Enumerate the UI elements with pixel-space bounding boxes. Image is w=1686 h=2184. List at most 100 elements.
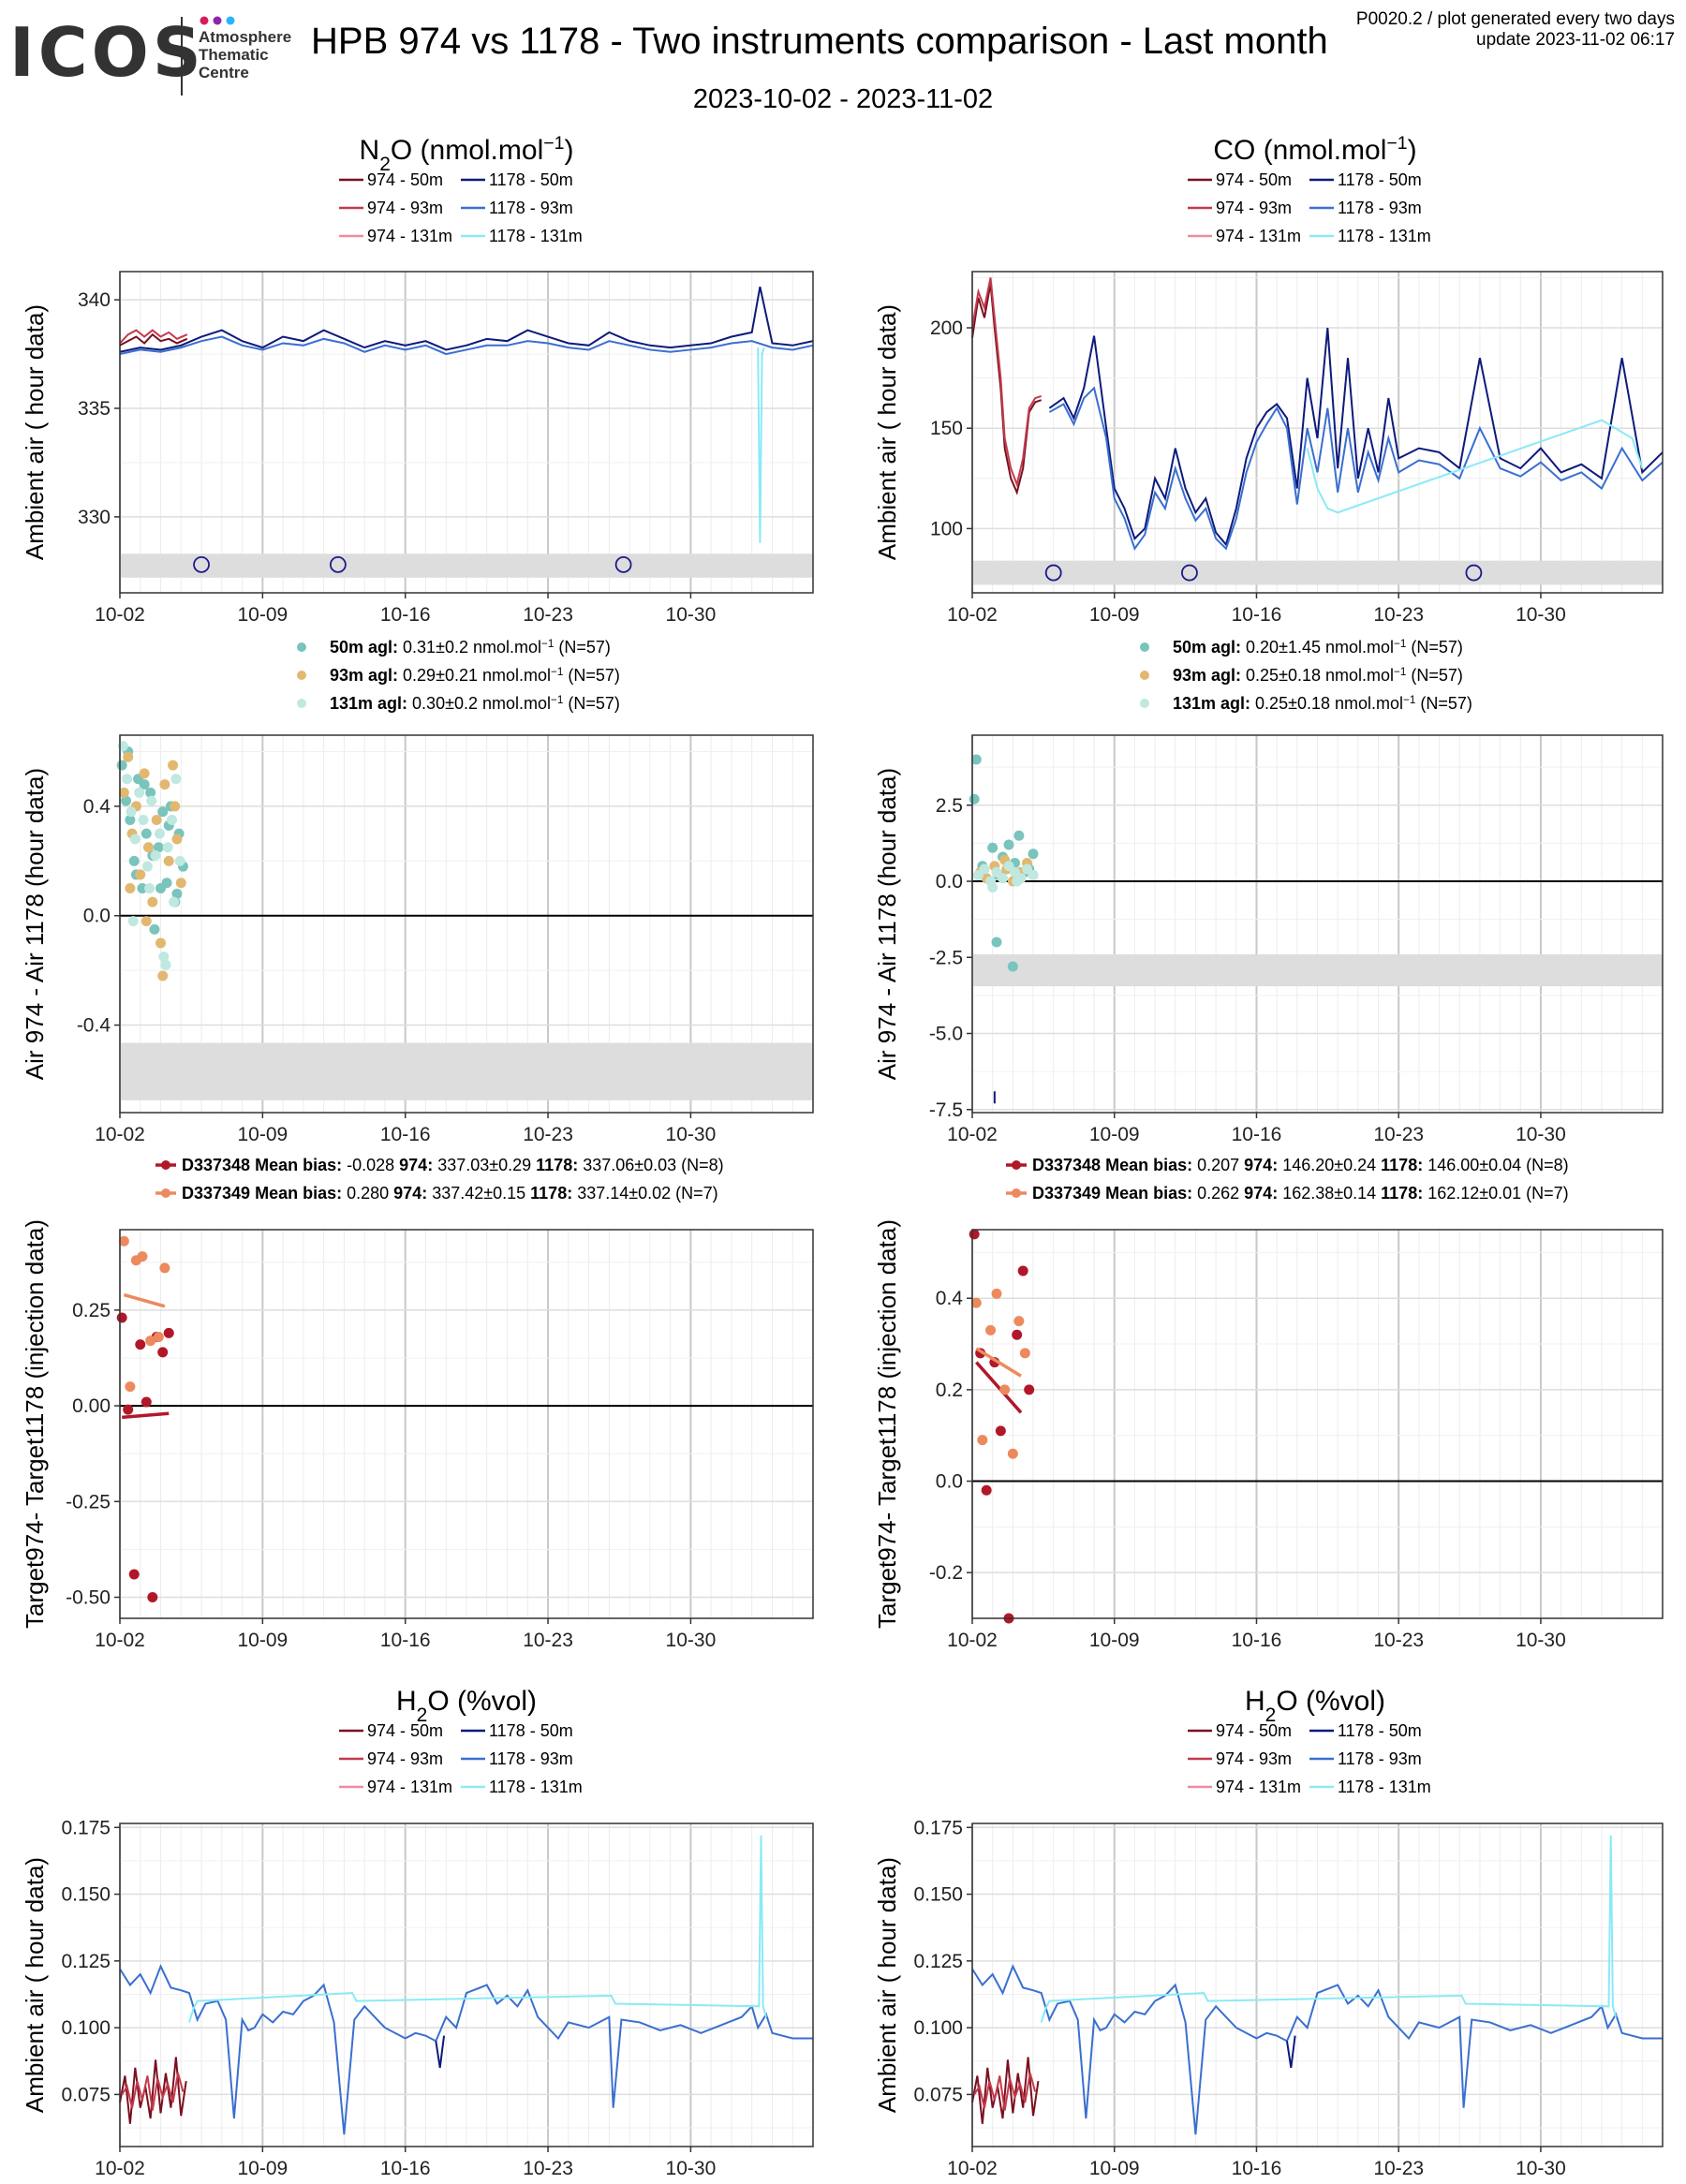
- x-tick-label: 10-02: [95, 1124, 145, 1145]
- y-tick-label: 200: [930, 317, 963, 339]
- n2o_target-panel: -0.50 -0.25 0.00 0.25 10-02 10-09 10-16 10-23 10…: [21, 1219, 814, 1651]
- x-tick-label: 10-09: [237, 604, 288, 626]
- y-tick-label: -0.50: [66, 1587, 111, 1609]
- target-stat-entry-part: D337349: [182, 1184, 255, 1203]
- plot-frame: [971, 734, 1664, 1114]
- series-line: [971, 1963, 1663, 2135]
- n2o-section-title-part: N: [360, 135, 380, 166]
- logo-subtitle: Atmosphere Thematic Centre: [199, 28, 292, 81]
- target-stat-entry-part: Mean bias:: [255, 1156, 347, 1174]
- data-point: [1007, 961, 1018, 972]
- x-tick-label: 10-30: [1516, 604, 1566, 626]
- target-stat-entry-part: 0.262: [1197, 1184, 1244, 1203]
- h2o-section-title-right: H2O (%vol): [1245, 1686, 1385, 1726]
- legend-swatch: [1140, 671, 1149, 680]
- data-point: [150, 849, 161, 861]
- data-point: [145, 787, 156, 798]
- h2o-section-title-right-part: H: [1245, 1686, 1265, 1717]
- target-stat-entry-part: 0.280: [347, 1184, 393, 1203]
- target-stat-entry-part: 974:: [1244, 1156, 1282, 1174]
- y-tick-label: -0.2: [929, 1562, 963, 1584]
- series-line: [119, 287, 814, 353]
- x-tick-label: 10-16: [380, 2158, 431, 2179]
- data-point: [153, 842, 164, 853]
- n2o-section-title-part: −1: [543, 133, 564, 154]
- diff-stat-entry-part: 0.20±1.45 nmol.mol: [1246, 638, 1394, 657]
- x-tick-label: 10-23: [523, 1124, 573, 1145]
- x-tick-label: 10-09: [237, 1630, 288, 1651]
- y-tick-label: -0.25: [66, 1491, 111, 1513]
- tolerance-band: [972, 954, 1663, 987]
- series-line: [119, 1964, 813, 2135]
- y-axis-label: Air 974 - Air 1178 (hour data): [21, 768, 49, 1080]
- diff-stat-entry-part: −1: [1403, 694, 1415, 706]
- legend-label: 974 - 131m: [1216, 227, 1301, 245]
- diff-stat-entry-part: −1: [1394, 666, 1406, 678]
- calibration-marker: [193, 555, 210, 573]
- logo-dots-icon: [200, 16, 235, 25]
- data-point: [991, 937, 1002, 948]
- h2o-section-title: H2O (%vol): [396, 1686, 537, 1726]
- y-tick-label: -2.5: [929, 947, 963, 968]
- calibration-marker: [1044, 564, 1062, 582]
- series-line: [1048, 386, 1664, 551]
- diff-stat-entry-part: (N=57): [1415, 694, 1472, 713]
- x-tick-label: 10-30: [1516, 2158, 1566, 2179]
- legend-label: 1178 - 93m: [1338, 1749, 1422, 1768]
- data-point: [171, 834, 183, 845]
- target-stat-entry-part: 1178:: [1381, 1184, 1427, 1203]
- legend-swatch-dot: [161, 1160, 170, 1170]
- target-stat-entry-part: Mean bias:: [255, 1184, 347, 1203]
- y-tick-label: 0.0: [936, 871, 963, 893]
- co-section-title: CO (nmol.mol−1): [1213, 133, 1416, 166]
- target-stat-entry-part: -0.028: [347, 1156, 399, 1174]
- legend-label: 1178 - 93m: [489, 199, 573, 217]
- h2o_left-panel: 0.075 0.100 0.125 0.150 0.175 10-02 10-09 10-16…: [21, 1817, 814, 2179]
- data-point: [163, 1327, 174, 1338]
- fit-line: [122, 1411, 170, 1420]
- y-tick-label: -0.4: [77, 1015, 111, 1037]
- data-point: [1019, 1348, 1030, 1359]
- data-point: [998, 873, 1009, 884]
- legend-label: 1178 - 50m: [489, 1721, 573, 1740]
- target-stat-entry-part: D337348: [1032, 1156, 1105, 1174]
- h2o-section-title-right-part: 2: [1265, 1704, 1277, 1726]
- legend-label: 1178 - 131m: [1338, 1778, 1431, 1796]
- y-tick-label: 2.5: [936, 795, 963, 817]
- plot-frame: [971, 1229, 1664, 1619]
- target-stat-entry-part: 974:: [399, 1156, 437, 1174]
- legend-label: 974 - 50m: [1216, 170, 1292, 189]
- series-line: [1285, 2035, 1296, 2069]
- y-axis-label: Target974- Target1178 (injection data): [873, 1219, 901, 1629]
- data-point: [1013, 830, 1025, 841]
- data-point: [970, 754, 982, 765]
- data-point: [116, 1312, 127, 1323]
- data-point: [139, 779, 150, 790]
- series-line: [119, 335, 814, 356]
- h2o_right-panel: 0.075 0.100 0.125 0.150 0.175 10-02 10-09 10-16…: [873, 1817, 1664, 2179]
- legend-label: 974 - 93m: [1216, 1749, 1292, 1768]
- x-tick-label: 10-23: [1373, 1124, 1424, 1145]
- series-line: [1306, 419, 1644, 514]
- n2o-section-title-part: O (nmol.mol: [391, 135, 543, 166]
- data-point: [1024, 1384, 1035, 1395]
- y-tick-label: 0.150: [913, 1884, 963, 1906]
- y-tick-label: 335: [78, 398, 111, 420]
- y-tick-label: 0.00: [72, 1395, 111, 1417]
- y-tick-label: 330: [78, 507, 111, 528]
- y-tick-label: 0.100: [61, 2017, 111, 2039]
- generation-note: P0020.2 / plot generated every two days …: [1355, 9, 1675, 50]
- data-point: [995, 1425, 1006, 1437]
- target-stat-entry-part: 1178:: [530, 1184, 577, 1203]
- data-point: [125, 883, 136, 894]
- plot-frame: [119, 1822, 814, 2147]
- target-stat-entry-part: 162.12±0.01 (N=7): [1427, 1184, 1568, 1203]
- data-point: [157, 1347, 169, 1358]
- x-tick-label: 10-16: [1232, 1124, 1282, 1145]
- data-point: [970, 1297, 982, 1308]
- data-point: [169, 896, 180, 908]
- series-line: [121, 2073, 185, 2111]
- fit-line: [123, 1292, 166, 1308]
- tolerance-band: [120, 1042, 813, 1100]
- legend-label: 1178 - 50m: [1338, 1721, 1422, 1740]
